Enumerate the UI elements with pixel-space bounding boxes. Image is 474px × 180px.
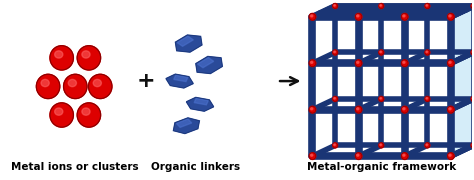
Text: +: + — [136, 71, 155, 91]
Ellipse shape — [471, 3, 474, 9]
Ellipse shape — [36, 74, 60, 99]
Ellipse shape — [379, 96, 384, 102]
Ellipse shape — [334, 5, 336, 6]
Ellipse shape — [93, 79, 101, 87]
Ellipse shape — [356, 61, 359, 63]
Ellipse shape — [356, 60, 362, 67]
Ellipse shape — [447, 106, 454, 113]
Ellipse shape — [309, 153, 316, 159]
Ellipse shape — [380, 98, 382, 99]
Ellipse shape — [50, 46, 73, 70]
Ellipse shape — [333, 3, 337, 9]
Ellipse shape — [310, 15, 313, 17]
Polygon shape — [198, 58, 214, 68]
Ellipse shape — [403, 61, 405, 63]
Ellipse shape — [425, 143, 430, 148]
Ellipse shape — [401, 106, 408, 113]
Ellipse shape — [334, 51, 336, 53]
Ellipse shape — [449, 108, 451, 110]
Ellipse shape — [449, 154, 451, 156]
Ellipse shape — [472, 51, 474, 53]
Ellipse shape — [333, 143, 337, 148]
Ellipse shape — [426, 5, 428, 6]
Ellipse shape — [426, 144, 428, 145]
Ellipse shape — [310, 154, 313, 156]
Ellipse shape — [77, 46, 100, 70]
Polygon shape — [186, 97, 214, 111]
Ellipse shape — [333, 96, 337, 102]
Ellipse shape — [447, 60, 454, 67]
Ellipse shape — [309, 13, 316, 20]
Ellipse shape — [471, 50, 474, 55]
Ellipse shape — [356, 13, 362, 20]
Ellipse shape — [425, 96, 430, 102]
Ellipse shape — [356, 106, 362, 113]
Ellipse shape — [50, 103, 73, 127]
Ellipse shape — [449, 61, 451, 63]
Ellipse shape — [426, 51, 428, 53]
Text: Metal-organic framework: Metal-organic framework — [307, 162, 456, 172]
Ellipse shape — [82, 51, 90, 58]
Polygon shape — [174, 75, 188, 82]
Ellipse shape — [334, 144, 336, 145]
Polygon shape — [176, 119, 192, 127]
Ellipse shape — [403, 15, 405, 17]
Ellipse shape — [471, 96, 474, 102]
Ellipse shape — [356, 153, 362, 159]
Ellipse shape — [310, 61, 313, 63]
Ellipse shape — [380, 144, 382, 145]
Polygon shape — [451, 6, 474, 156]
Polygon shape — [166, 74, 193, 88]
Text: Organic linkers: Organic linkers — [151, 162, 240, 172]
Ellipse shape — [403, 108, 405, 110]
Polygon shape — [312, 17, 451, 156]
Ellipse shape — [309, 106, 316, 113]
Ellipse shape — [379, 143, 384, 148]
Ellipse shape — [356, 108, 359, 110]
Text: Metal ions or clusters: Metal ions or clusters — [11, 162, 139, 172]
Ellipse shape — [472, 98, 474, 99]
Ellipse shape — [333, 50, 337, 55]
Ellipse shape — [447, 13, 454, 20]
Ellipse shape — [68, 79, 76, 87]
Polygon shape — [173, 118, 200, 134]
Ellipse shape — [55, 51, 63, 58]
Ellipse shape — [309, 60, 316, 67]
Ellipse shape — [89, 74, 112, 99]
Ellipse shape — [356, 154, 359, 156]
Ellipse shape — [472, 5, 474, 6]
Ellipse shape — [356, 15, 359, 17]
Ellipse shape — [471, 143, 474, 148]
Ellipse shape — [447, 153, 454, 159]
Ellipse shape — [379, 50, 384, 55]
Ellipse shape — [379, 3, 384, 9]
Ellipse shape — [401, 60, 408, 67]
Ellipse shape — [380, 51, 382, 53]
Ellipse shape — [310, 108, 313, 110]
Ellipse shape — [425, 50, 430, 55]
Ellipse shape — [401, 13, 408, 20]
Ellipse shape — [77, 103, 100, 127]
Polygon shape — [177, 36, 193, 46]
Ellipse shape — [449, 15, 451, 17]
Polygon shape — [175, 35, 202, 52]
Ellipse shape — [380, 5, 382, 6]
Ellipse shape — [334, 98, 336, 99]
Polygon shape — [312, 6, 474, 17]
Polygon shape — [194, 98, 208, 105]
Ellipse shape — [41, 79, 49, 87]
Ellipse shape — [55, 108, 63, 115]
Ellipse shape — [401, 153, 408, 159]
Polygon shape — [196, 57, 222, 73]
Ellipse shape — [82, 108, 90, 115]
Ellipse shape — [426, 98, 428, 99]
Ellipse shape — [472, 144, 474, 145]
Ellipse shape — [425, 3, 430, 9]
Ellipse shape — [64, 74, 87, 99]
Ellipse shape — [403, 154, 405, 156]
